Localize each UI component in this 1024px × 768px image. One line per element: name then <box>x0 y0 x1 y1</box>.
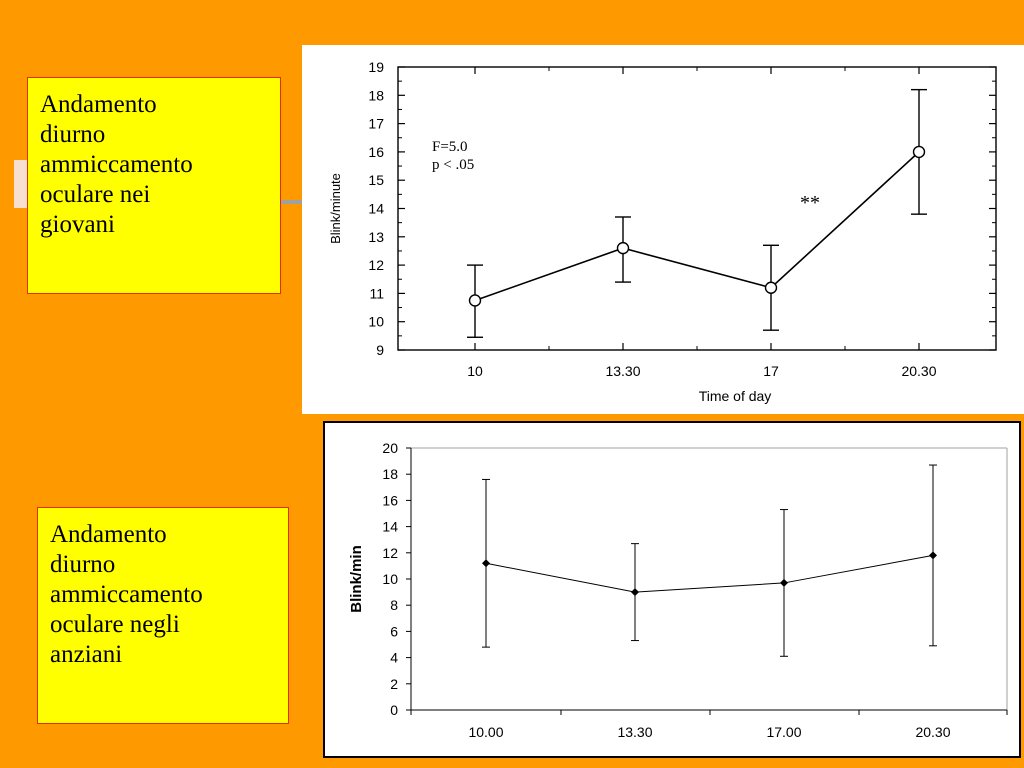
callout-line: diurno <box>50 551 116 578</box>
chart-young: 9 10 11 12 13 14 15 16 17 18 19 10 13.30 17 20.30 Time … <box>328 59 997 404</box>
y-tick-label: 10 <box>382 571 398 587</box>
x-tick-label: 20.30 <box>901 363 936 379</box>
chart-elderly-panel: 0 2 4 6 8 10 12 14 16 18 20 10.00 13.30 17.00 20.30 Bli… <box>323 421 1021 758</box>
annotation-f-stat: F=5.0 <box>432 139 468 155</box>
decorative-bar <box>14 160 28 208</box>
callout-line: diurno <box>40 121 106 148</box>
y-tick-label: 14 <box>368 201 384 217</box>
callout-young: Andamento diurno ammiccamento oculare ne… <box>27 77 281 294</box>
x-tick-label: 17 <box>763 363 779 379</box>
callout-line: ammiccamento <box>50 581 203 608</box>
data-point <box>929 551 937 560</box>
y-tick-label: 13 <box>368 229 384 245</box>
y-tick-label: 16 <box>368 144 384 160</box>
annotation-p-value: p < .05 <box>432 157 474 173</box>
y-axis-label: Blink/min <box>348 545 365 613</box>
decorative-line <box>281 200 302 204</box>
x-tick-label: 17.00 <box>766 724 801 740</box>
chart-elderly: 0 2 4 6 8 10 12 14 16 18 20 10.00 13.30 17.00 20.30 Bli… <box>348 440 1008 740</box>
y-tick-label: 16 <box>382 492 398 508</box>
y-tick-label: 6 <box>390 623 398 639</box>
data-point <box>912 145 926 159</box>
x-tick-label: 10 <box>467 363 483 379</box>
data-point <box>616 241 630 255</box>
callout-line: oculare negli <box>50 611 180 638</box>
callout-line: anziani <box>50 641 123 668</box>
y-tick-label: 17 <box>368 116 384 132</box>
data-point <box>468 294 482 307</box>
y-tick-label: 10 <box>368 314 384 330</box>
y-tick-label: 8 <box>390 597 398 613</box>
callout-line: giovani <box>40 211 115 238</box>
x-tick-label: 13.30 <box>617 724 652 740</box>
y-tick-label: 15 <box>368 172 384 188</box>
y-tick-label: 9 <box>376 342 384 358</box>
x-tick-label: 13.30 <box>605 363 640 379</box>
callout-line: ammiccamento <box>40 151 193 178</box>
x-axis-label: Time of day <box>699 388 772 404</box>
callout-elderly: Andamento diurno ammiccamento oculare ne… <box>37 507 289 724</box>
y-axis-label: Blink/minute <box>328 173 343 244</box>
y-tick-label: 0 <box>390 702 398 718</box>
y-tick-label: 14 <box>382 519 398 535</box>
series-line <box>485 554 934 593</box>
series-line <box>474 151 920 302</box>
data-point <box>780 578 788 587</box>
y-tick-label: 20 <box>382 440 398 456</box>
callout-line: oculare nei <box>40 181 151 208</box>
y-tick-label: 2 <box>390 676 398 692</box>
plot-frame <box>397 66 997 351</box>
x-tick-label: 10.00 <box>468 724 503 740</box>
chart-young-panel: 9 10 11 12 13 14 15 16 17 18 19 10 13.30 17 20.30 Time … <box>302 45 1024 414</box>
y-tick-label: 18 <box>368 87 384 103</box>
data-point <box>764 281 778 294</box>
y-tick-label: 12 <box>368 257 384 273</box>
y-tick-label: 18 <box>382 466 398 482</box>
callout-line: Andamento <box>50 521 167 548</box>
callout-line: Andamento <box>40 91 157 118</box>
annotation-significance: ** <box>800 192 820 214</box>
x-tick-label: 20.30 <box>915 724 950 740</box>
data-point <box>482 559 490 568</box>
y-tick-label: 4 <box>390 650 398 666</box>
y-tick-label: 19 <box>368 59 384 75</box>
y-tick-label: 12 <box>382 545 398 561</box>
y-tick-label: 11 <box>369 285 384 301</box>
data-point <box>631 588 639 597</box>
